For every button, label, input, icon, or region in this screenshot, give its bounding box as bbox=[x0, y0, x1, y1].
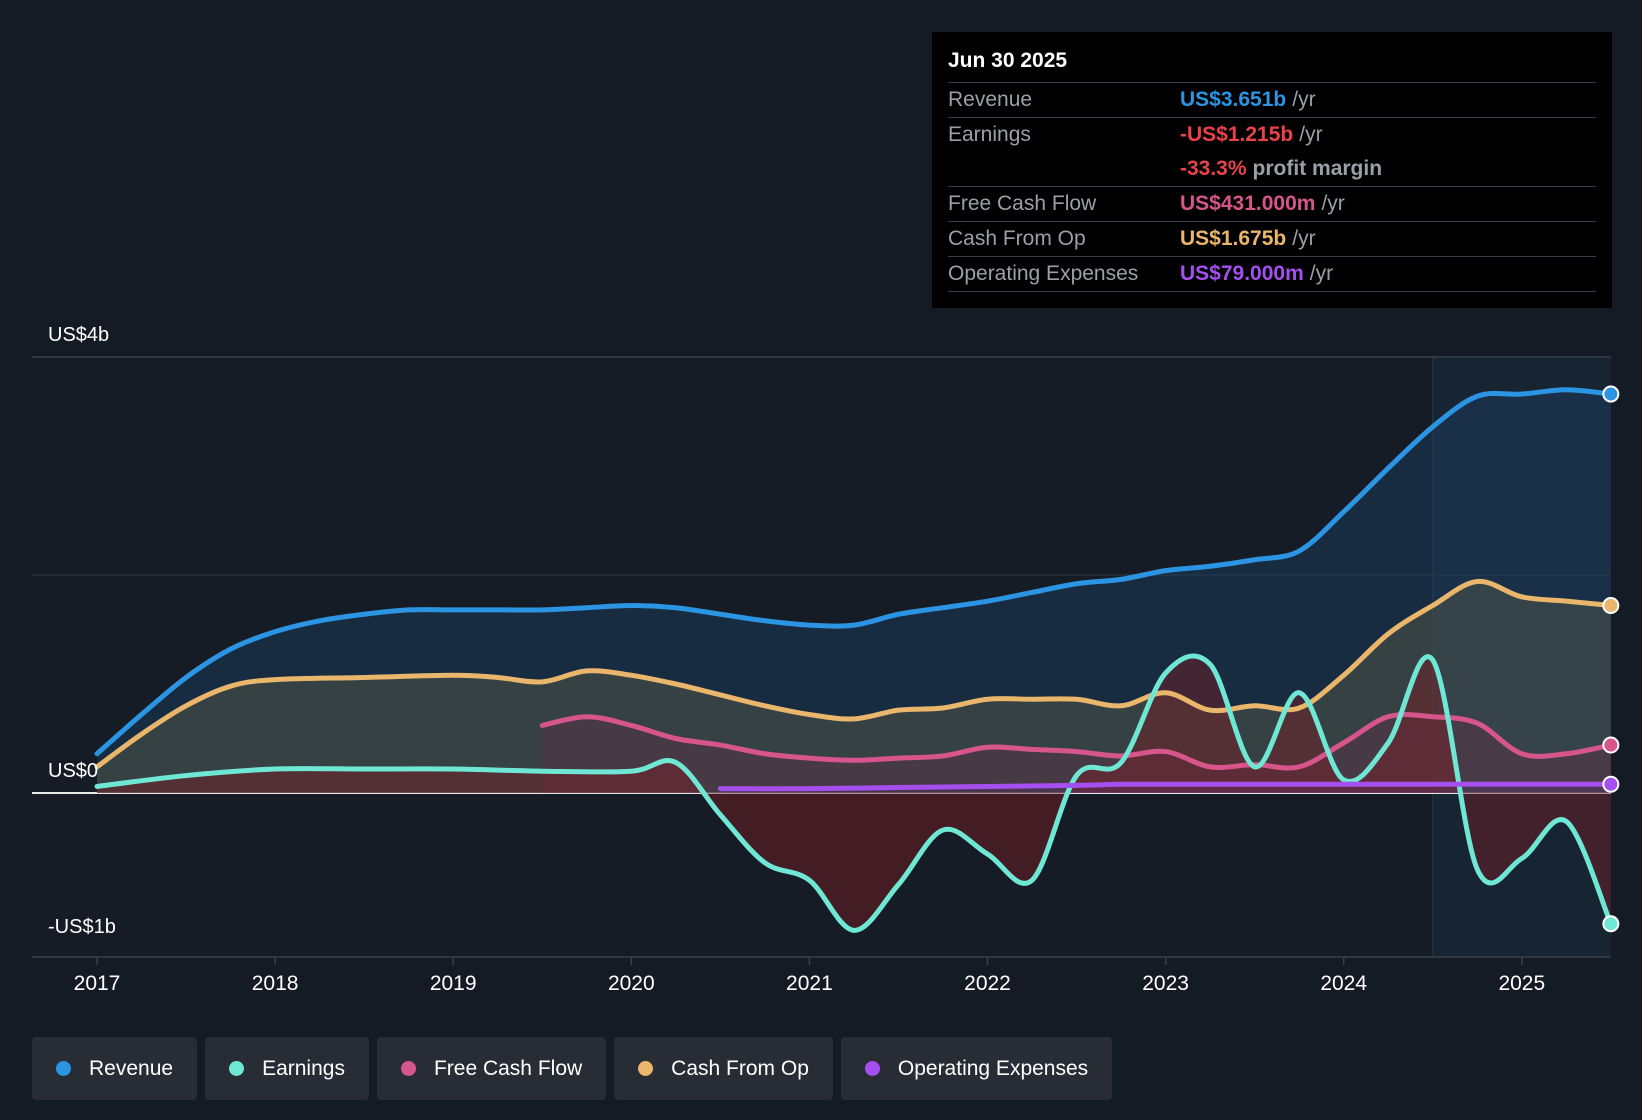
legend-label: Earnings bbox=[262, 1056, 345, 1080]
legend-label: Operating Expenses bbox=[897, 1056, 1089, 1080]
series-lines bbox=[94, 387, 1614, 933]
revenue-area bbox=[97, 389, 1611, 793]
y-tick-label: US$0 bbox=[48, 760, 98, 782]
tooltip-profit-margin-value: -33.3% bbox=[1180, 157, 1247, 180]
tooltip-value: -US$1.215b bbox=[1180, 123, 1294, 146]
tooltip-label: Cash From Op bbox=[948, 227, 1086, 250]
free-cash-flow-end-point bbox=[1602, 736, 1620, 754]
tooltip-date: Jun 30 2025 bbox=[948, 46, 1596, 83]
tooltip-unit: /yr bbox=[1292, 88, 1316, 111]
tooltip-unit: /yr bbox=[1299, 123, 1323, 146]
tooltip-value: US$3.651b bbox=[1180, 88, 1287, 111]
y-tick-label: US$4b bbox=[48, 324, 109, 346]
legend-label: Revenue bbox=[89, 1056, 174, 1080]
tooltip-profit-margin-text: profit margin bbox=[1252, 157, 1383, 180]
legend-item-earnings[interactable]: Earnings bbox=[205, 1037, 369, 1100]
tooltip-panel: Jun 30 2025 Revenue US$3.651b /yr Earnin… bbox=[932, 32, 1612, 308]
tooltip-unit: /yr bbox=[1292, 227, 1316, 250]
tooltip-label: Revenue bbox=[948, 88, 1033, 111]
revenue-line bbox=[94, 387, 1614, 757]
legend-item-revenue[interactable]: Revenue bbox=[32, 1037, 198, 1100]
legend-item-cash-from-op[interactable]: Cash From Op bbox=[614, 1037, 833, 1100]
legend-dot-icon bbox=[400, 1061, 416, 1076]
operating-expenses-end-point bbox=[1602, 775, 1620, 793]
legend-item-operating-expenses[interactable]: Operating Expenses bbox=[840, 1037, 1113, 1100]
operating-expenses-line bbox=[717, 781, 1614, 792]
legend-label: Cash From Op bbox=[671, 1056, 809, 1080]
legend-item-free-cash-flow[interactable]: Free Cash Flow bbox=[376, 1037, 607, 1100]
cash-from-op-area bbox=[97, 581, 1611, 793]
tooltip-row-revenue: Revenue US$3.651b /yr bbox=[948, 83, 1596, 118]
series-end-dots bbox=[1602, 385, 1620, 933]
chart-legend: Revenue Earnings Free Cash Flow Cash Fro… bbox=[32, 1037, 1113, 1100]
earnings-line bbox=[94, 653, 1614, 933]
legend-dot-icon bbox=[864, 1061, 880, 1076]
x-tick-label: 2018 bbox=[252, 972, 299, 995]
tooltip-row-cash-from-op: Cash From Op US$1.675b /yr bbox=[948, 222, 1596, 257]
x-tick-label: 2023 bbox=[1142, 972, 1189, 995]
tooltip-unit: /yr bbox=[1309, 262, 1334, 285]
x-tick-label: 2022 bbox=[964, 972, 1011, 995]
revenue-end-point bbox=[1602, 385, 1620, 403]
axis-labels: US$4b US$0 -US$1b 2017 2018 2019 2020 2021 2022 2… bbox=[48, 324, 1545, 995]
legend-label: Free Cash Flow bbox=[433, 1056, 583, 1080]
tooltip-unit: /yr bbox=[1321, 192, 1345, 215]
cash-from-op-end-point bbox=[1602, 597, 1620, 615]
x-tick-label: 2020 bbox=[608, 972, 655, 995]
tooltip-value: US$79.000m bbox=[1180, 262, 1304, 285]
legend-dot-icon bbox=[638, 1061, 654, 1076]
tooltip-row-free-cash-flow: Free Cash Flow US$431.000m /yr bbox=[948, 187, 1596, 222]
x-tick-label: 2024 bbox=[1320, 972, 1367, 995]
free-cash-flow-line bbox=[539, 711, 1614, 771]
tooltip-label: Operating Expenses bbox=[948, 262, 1139, 285]
tooltip-label: Earnings bbox=[948, 123, 1031, 146]
x-tick-label: 2017 bbox=[74, 972, 121, 995]
tooltip-value: US$431.000m bbox=[1180, 192, 1316, 215]
tooltip-value: US$1.675b bbox=[1180, 227, 1287, 250]
earnings-end-point bbox=[1602, 915, 1620, 933]
x-tick-label: 2021 bbox=[786, 972, 833, 995]
legend-dot-icon bbox=[56, 1061, 71, 1076]
x-tick-label: 2025 bbox=[1498, 972, 1545, 995]
y-tick-label: -US$1b bbox=[48, 916, 116, 938]
legend-dot-icon bbox=[229, 1061, 245, 1076]
tooltip-row-earnings: Earnings -US$1.215b /yr -33.3% profit ma… bbox=[948, 118, 1596, 187]
tooltip-row-operating-expenses: Operating Expenses US$79.000m /yr bbox=[948, 257, 1596, 292]
cash-from-op-line bbox=[94, 579, 1614, 770]
tooltip-label: Free Cash Flow bbox=[948, 192, 1097, 215]
x-tick-label: 2019 bbox=[430, 972, 477, 995]
